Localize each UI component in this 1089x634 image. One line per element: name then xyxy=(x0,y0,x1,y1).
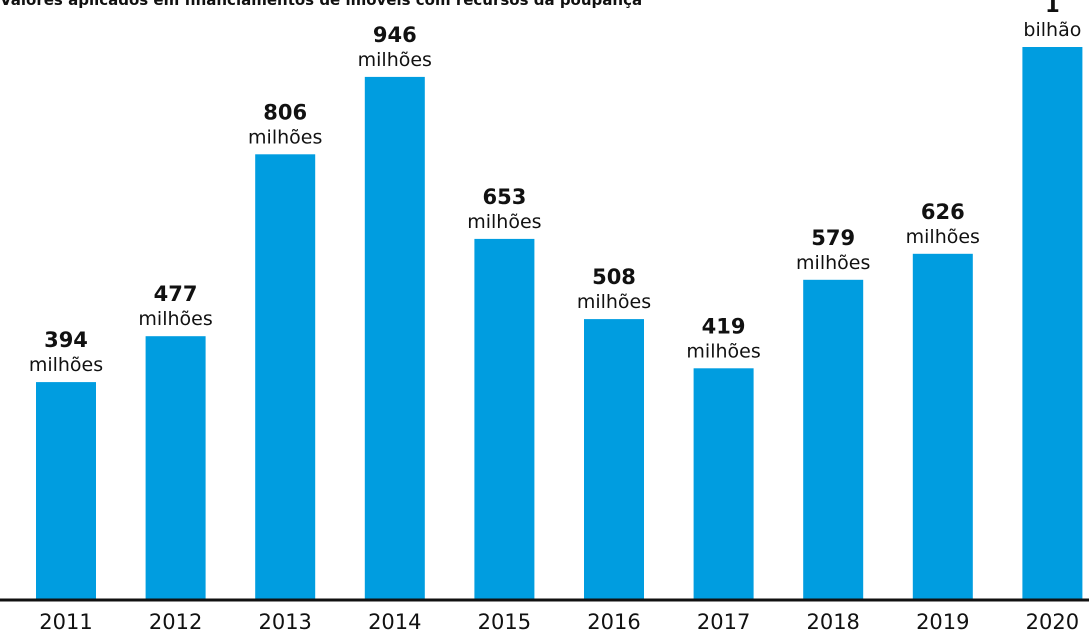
bars-layer xyxy=(36,47,1083,601)
labels-layer: 394milhões2011477milhões2012806milhões20… xyxy=(29,0,1082,634)
bar-2018 xyxy=(803,279,864,600)
value-label-2019: 626 xyxy=(921,200,965,224)
bar-2016 xyxy=(584,319,644,600)
value-label-2012: 477 xyxy=(154,282,198,306)
unit-label-2012: milhões xyxy=(138,308,212,330)
bar-2015 xyxy=(474,238,535,600)
bar-2014 xyxy=(364,76,425,600)
value-label-2020: 1 xyxy=(1045,0,1060,17)
unit-label-2016: milhões xyxy=(577,291,651,313)
bar-2011 xyxy=(36,382,96,600)
x-tick-label-2020: 2020 xyxy=(1026,610,1079,634)
value-label-2015: 653 xyxy=(482,185,526,209)
x-tick-label-2014: 2014 xyxy=(368,610,421,634)
unit-label-2019: milhões xyxy=(906,226,980,248)
bar-2020 xyxy=(1022,47,1083,600)
value-label-2016: 508 xyxy=(592,265,636,289)
unit-label-2011: milhões xyxy=(29,354,103,376)
value-label-2017: 419 xyxy=(702,314,746,338)
x-tick-label-2012: 2012 xyxy=(149,610,202,634)
bar-2019 xyxy=(912,253,973,601)
unit-label-2013: milhões xyxy=(248,126,322,148)
unit-label-2014: milhões xyxy=(358,49,432,71)
unit-label-2017: milhões xyxy=(686,340,760,362)
value-label-2014: 946 xyxy=(373,23,417,47)
chart-subtitle: Valores aplicados em financiamentos de i… xyxy=(0,0,643,9)
x-tick-label-2018: 2018 xyxy=(806,610,859,634)
unit-label-2015: milhões xyxy=(467,211,541,233)
x-tick-label-2016: 2016 xyxy=(587,610,640,634)
x-tick-label-2017: 2017 xyxy=(697,610,750,634)
x-tick-label-2013: 2013 xyxy=(258,610,311,634)
unit-label-2018: milhões xyxy=(796,252,870,274)
value-label-2011: 394 xyxy=(44,328,88,352)
bar-2017 xyxy=(693,368,754,600)
unit-label-2020: bilhão xyxy=(1023,19,1081,41)
value-label-2018: 579 xyxy=(811,226,855,250)
bar-2012 xyxy=(145,336,206,600)
x-tick-label-2015: 2015 xyxy=(478,610,531,634)
bar-2013 xyxy=(255,154,316,601)
x-tick-label-2019: 2019 xyxy=(916,610,969,634)
x-tick-label-2011: 2011 xyxy=(39,610,92,634)
value-label-2013: 806 xyxy=(263,100,307,124)
